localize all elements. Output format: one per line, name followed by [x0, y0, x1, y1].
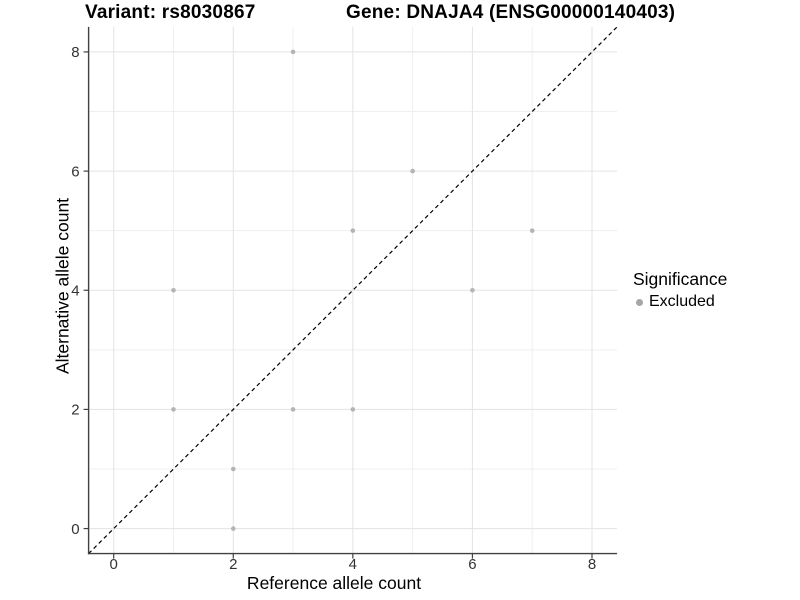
x-axis-title: Reference allele count [246, 573, 422, 593]
data-point [230, 466, 236, 472]
legend: Significance Excluded [632, 269, 727, 312]
y-tick-label: 0 [71, 521, 79, 538]
legend-item-excluded: Excluded [632, 292, 727, 312]
data-point [350, 407, 356, 412]
x-tick-label: 6 [468, 556, 476, 573]
x-tick-label: 4 [349, 556, 357, 573]
data-point [290, 49, 296, 55]
y-axis-title: Alternative allele count [52, 197, 73, 375]
y-tick-label: 2 [71, 402, 79, 419]
plot-title-gene: Gene: DNAJA4 (ENSG00000140403) [346, 2, 676, 23]
data-point [529, 228, 535, 233]
data-point [171, 287, 176, 293]
data-point [230, 526, 236, 531]
data-point [410, 168, 415, 174]
x-tick-label: 0 [110, 556, 118, 573]
excluded-point-icon [636, 298, 643, 306]
data-point [290, 407, 296, 412]
data-point [350, 228, 356, 233]
y-tick-label: 8 [71, 44, 79, 61]
y-tick-label: 4 [71, 282, 79, 299]
legend-item-label: Excluded [649, 293, 715, 310]
data-point [171, 407, 176, 412]
identity-reference-line [88, 26, 618, 555]
x-tick-label: 2 [229, 556, 237, 573]
plot-title-variant: Variant: rs8030867 [85, 2, 256, 23]
y-tick-label: 6 [71, 163, 79, 180]
x-tick-label: 8 [588, 556, 596, 573]
data-point [470, 287, 475, 293]
legend-title: Significance [633, 269, 728, 289]
